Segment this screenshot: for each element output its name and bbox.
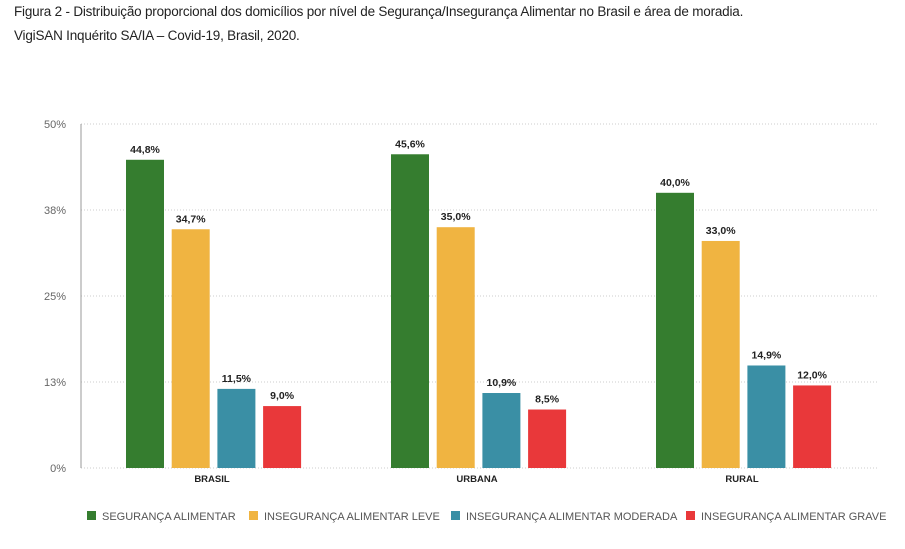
data-label: 8,5% bbox=[535, 394, 560, 406]
data-label: 12,0% bbox=[797, 369, 827, 381]
y-tick-label: 50% bbox=[44, 119, 66, 131]
legend-label: INSEGURANÇA ALIMENTAR GRAVE bbox=[701, 511, 886, 523]
y-tick-label: 13% bbox=[44, 377, 66, 389]
figure-title: Figura 2 - Distribuição proporcional dos… bbox=[14, 4, 744, 19]
bar bbox=[171, 229, 210, 468]
y-tick-label: 38% bbox=[44, 205, 66, 217]
y-tick-label: 0% bbox=[50, 463, 66, 475]
x-category-label: RURAL bbox=[725, 474, 758, 485]
data-label: 33,0% bbox=[706, 225, 736, 237]
bar bbox=[217, 388, 256, 468]
bar bbox=[391, 154, 429, 468]
legend-label: SEGURANÇA ALIMENTAR bbox=[102, 511, 236, 523]
data-label: 9,0% bbox=[270, 390, 295, 402]
bar bbox=[656, 192, 694, 469]
legend-swatch bbox=[686, 511, 695, 520]
legend-swatch bbox=[451, 511, 460, 520]
legend-swatch bbox=[249, 511, 258, 520]
bar bbox=[747, 365, 786, 468]
bar bbox=[701, 240, 740, 468]
bar bbox=[482, 393, 521, 468]
data-label: 10,9% bbox=[487, 377, 517, 389]
x-category-label: BRASIL bbox=[194, 474, 230, 485]
data-label: 35,0% bbox=[441, 211, 471, 223]
data-label: 45,6% bbox=[395, 138, 425, 150]
data-label: 14,9% bbox=[752, 349, 782, 361]
legend-label: INSEGURANÇA ALIMENTAR LEVE bbox=[264, 511, 440, 523]
bar bbox=[528, 409, 567, 468]
data-label: 40,0% bbox=[660, 177, 690, 189]
y-tick-label: 25% bbox=[44, 291, 66, 303]
bar bbox=[436, 227, 475, 468]
figure-subtitle: VigiSAN Inquérito SA/IA – Covid-19, Bras… bbox=[14, 28, 300, 43]
bar bbox=[793, 385, 832, 468]
x-category-label: URBANA bbox=[456, 474, 497, 485]
bar bbox=[126, 159, 164, 468]
legend-swatch bbox=[87, 511, 96, 520]
bar bbox=[263, 406, 302, 468]
data-label: 34,7% bbox=[176, 213, 206, 225]
legend-label: INSEGURANÇA ALIMENTAR MODERADA bbox=[466, 511, 678, 523]
data-label: 11,5% bbox=[222, 373, 252, 385]
data-label: 44,8% bbox=[130, 144, 160, 156]
